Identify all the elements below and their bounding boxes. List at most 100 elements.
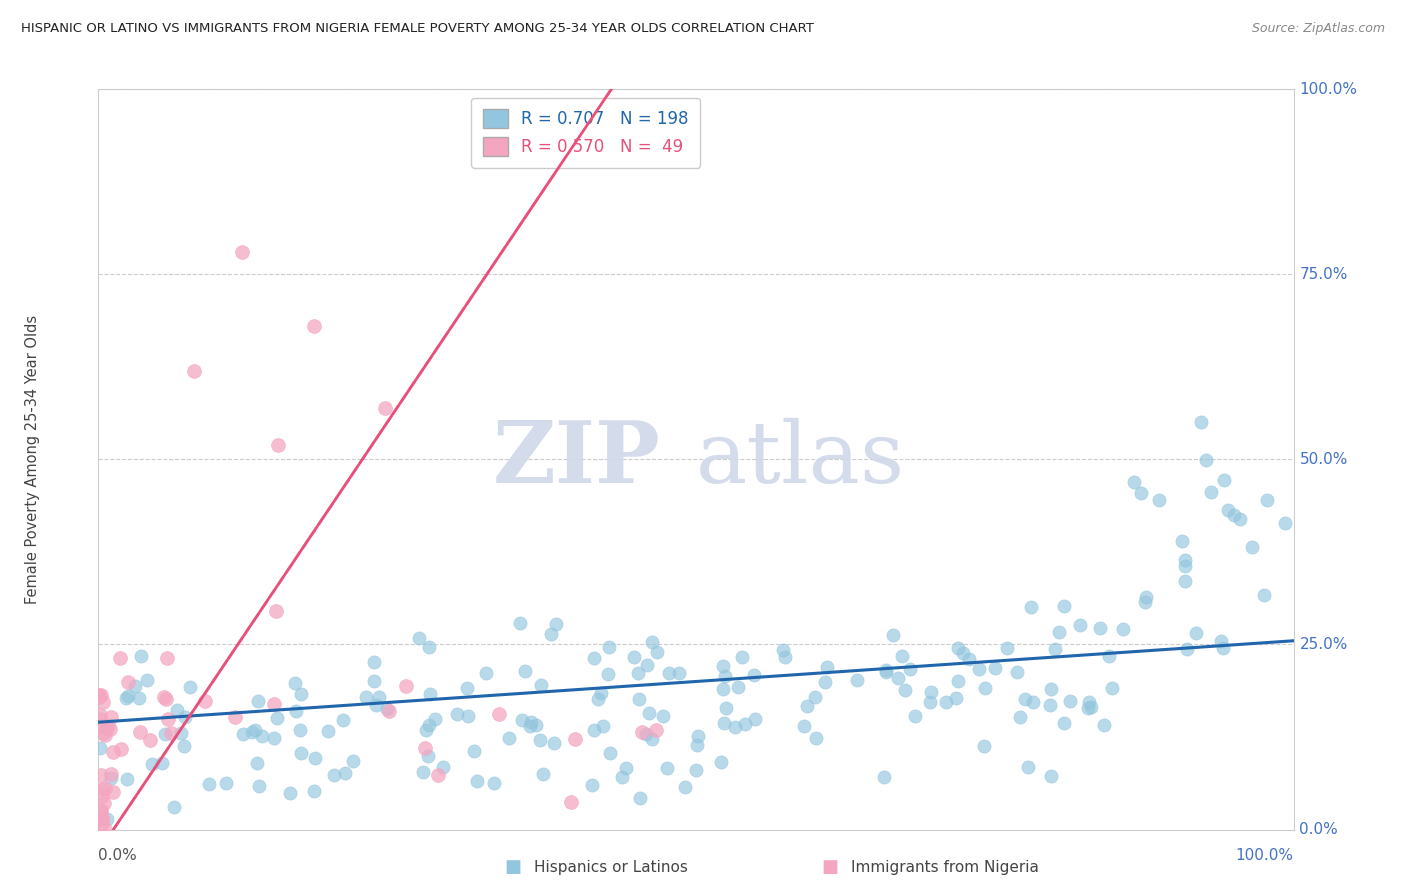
- Point: [711, 682, 734, 697]
- Point: [845, 673, 868, 688]
- Point: [510, 714, 533, 728]
- Point: [93, 728, 115, 742]
- Point: [166, 703, 188, 717]
- Point: [304, 751, 326, 765]
- Text: 100.0%: 100.0%: [1299, 82, 1358, 96]
- Point: [457, 709, 479, 723]
- Point: [647, 645, 669, 659]
- Point: [418, 640, 440, 654]
- Text: 50.0%: 50.0%: [1299, 452, 1348, 467]
- Point: [288, 723, 311, 737]
- Point: [100, 772, 122, 786]
- Point: [215, 775, 238, 789]
- Point: [581, 778, 603, 792]
- Point: [263, 697, 285, 711]
- Point: [596, 667, 619, 681]
- Point: [91, 695, 114, 709]
- Point: [224, 710, 246, 724]
- Point: [727, 680, 749, 694]
- Point: [378, 704, 401, 718]
- Point: [1039, 698, 1062, 712]
- Point: [90, 781, 112, 796]
- Point: [170, 726, 193, 740]
- Point: [598, 640, 620, 655]
- Text: ■: ■: [821, 858, 838, 876]
- Point: [155, 692, 177, 706]
- Point: [524, 718, 547, 732]
- Point: [250, 729, 273, 743]
- Point: [711, 659, 734, 673]
- Point: [91, 811, 114, 825]
- Point: [446, 707, 468, 722]
- Point: [714, 668, 737, 682]
- Point: [110, 742, 132, 756]
- Point: [243, 723, 266, 737]
- Point: [150, 756, 173, 770]
- Point: [973, 739, 995, 753]
- Point: [1053, 599, 1076, 614]
- Point: [957, 652, 980, 666]
- Point: [686, 738, 709, 752]
- Point: [342, 754, 364, 768]
- Point: [974, 681, 997, 695]
- Point: [519, 714, 541, 729]
- Point: [90, 718, 112, 732]
- Point: [724, 720, 747, 734]
- Point: [1240, 540, 1263, 554]
- Point: [1014, 691, 1036, 706]
- Point: [179, 680, 201, 694]
- Point: [519, 718, 541, 732]
- Point: [630, 725, 652, 739]
- Point: [96, 812, 118, 826]
- Point: [1069, 617, 1091, 632]
- Point: [952, 647, 974, 661]
- Point: [515, 664, 537, 678]
- Point: [93, 820, 115, 834]
- Point: [875, 663, 897, 677]
- Point: [100, 767, 122, 781]
- Point: [1005, 665, 1028, 679]
- Point: [612, 771, 634, 785]
- Point: [638, 706, 661, 720]
- Point: [98, 722, 121, 736]
- Point: [995, 641, 1018, 656]
- Point: [415, 740, 437, 755]
- Point: [183, 363, 205, 377]
- Point: [156, 651, 179, 665]
- Point: [1212, 640, 1234, 655]
- Point: [173, 739, 195, 753]
- Point: [543, 736, 565, 750]
- Point: [1039, 769, 1062, 783]
- Point: [412, 765, 434, 780]
- Point: [1019, 599, 1042, 614]
- Point: [1133, 595, 1156, 609]
- Point: [626, 666, 648, 681]
- Point: [91, 812, 114, 826]
- Point: [375, 702, 398, 716]
- Point: [290, 687, 312, 701]
- Point: [408, 631, 430, 645]
- Point: [744, 712, 766, 726]
- Point: [366, 698, 388, 712]
- Point: [129, 649, 152, 664]
- Point: [731, 650, 754, 665]
- Point: [128, 691, 150, 706]
- Point: [714, 701, 737, 715]
- Point: [368, 690, 391, 704]
- Point: [920, 685, 942, 699]
- Point: [302, 319, 325, 334]
- Text: 100.0%: 100.0%: [1236, 848, 1294, 863]
- Point: [152, 690, 174, 705]
- Point: [96, 721, 118, 735]
- Point: [873, 770, 896, 784]
- Point: [285, 704, 308, 718]
- Point: [246, 694, 269, 708]
- Point: [599, 747, 621, 761]
- Point: [475, 666, 498, 681]
- Point: [1022, 695, 1045, 709]
- Point: [1053, 716, 1076, 731]
- Point: [564, 731, 586, 746]
- Point: [636, 727, 658, 741]
- Text: Source: ZipAtlas.com: Source: ZipAtlas.com: [1251, 22, 1385, 36]
- Point: [484, 775, 506, 789]
